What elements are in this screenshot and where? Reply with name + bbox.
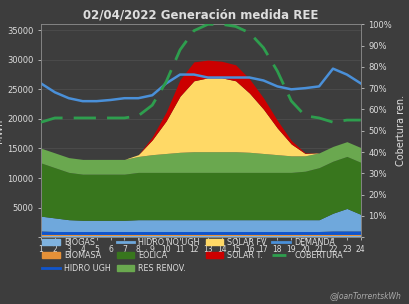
Text: @JoanTorrentskWh: @JoanTorrentskWh	[329, 292, 401, 301]
Y-axis label: Cobertura ren.: Cobertura ren.	[396, 95, 405, 166]
Y-axis label: MWh: MWh	[0, 119, 4, 143]
Title: 02/04/2022 Generación medida REE: 02/04/2022 Generación medida REE	[83, 9, 318, 22]
Legend: BIOGAS, BIOMASA, HIDRO UGH, HIDRO NO UGH, EÓLICA, RES RENOV., SOLAR FV, SOLAR T.: BIOGAS, BIOMASA, HIDRO UGH, HIDRO NO UGH…	[43, 238, 342, 273]
